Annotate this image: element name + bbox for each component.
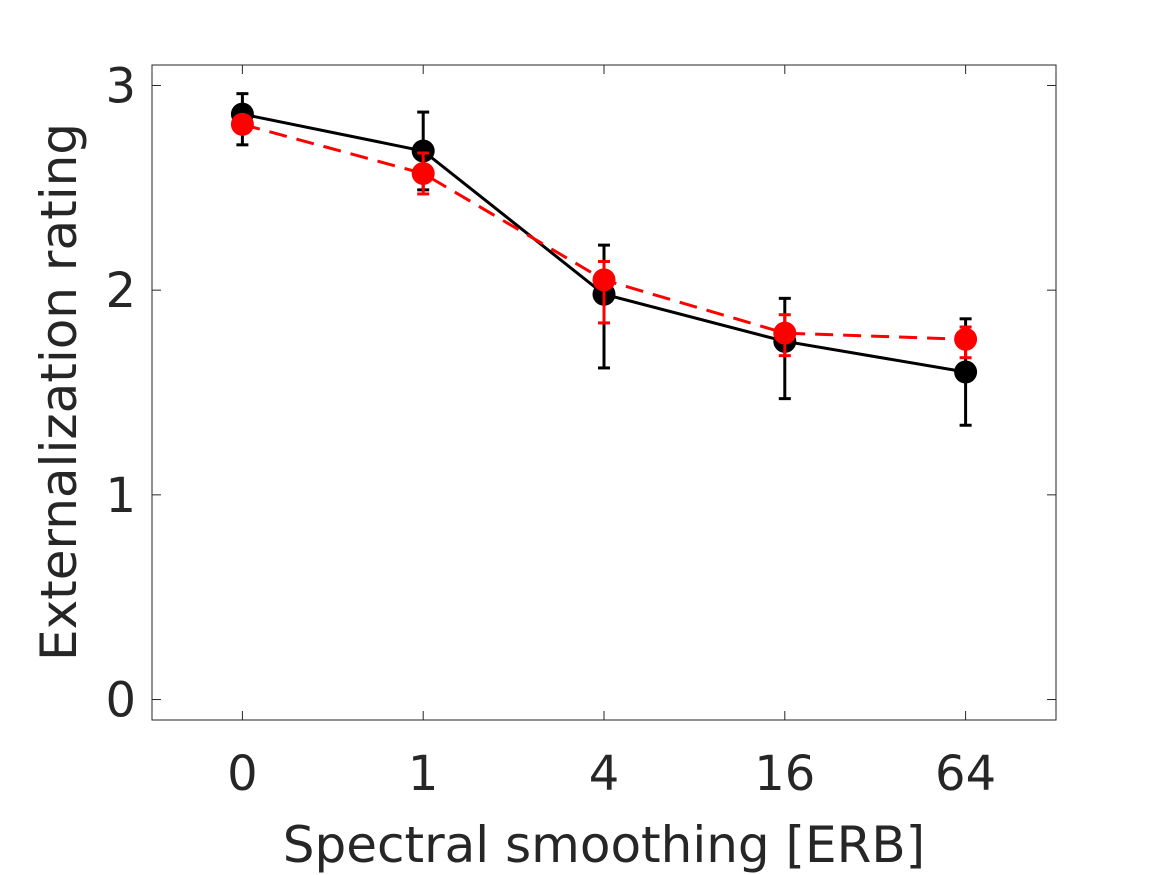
- data-point: [411, 139, 435, 163]
- plot-area: [151, 64, 1057, 721]
- y-axis-label: Externalization rating: [30, 123, 88, 661]
- y-tick-label: 0: [105, 673, 136, 729]
- series-2: [230, 112, 978, 360]
- x-tick-label: 0: [227, 746, 258, 802]
- x-axis-label: Spectral smoothing [ERB]: [283, 816, 925, 874]
- y-tick-label: 1: [105, 468, 136, 524]
- x-tick-label: 16: [754, 746, 815, 802]
- data-point: [230, 112, 254, 136]
- data-point: [954, 327, 978, 351]
- data-point: [411, 161, 435, 185]
- x-tick-label: 4: [589, 746, 620, 802]
- data-point: [954, 360, 978, 384]
- data-point: [592, 268, 616, 292]
- y-tick-label: 2: [105, 263, 136, 319]
- x-tick-label: 64: [935, 746, 996, 802]
- data-point: [773, 321, 797, 345]
- y-tick-label: 3: [105, 58, 136, 114]
- x-tick-label: 1: [408, 746, 439, 802]
